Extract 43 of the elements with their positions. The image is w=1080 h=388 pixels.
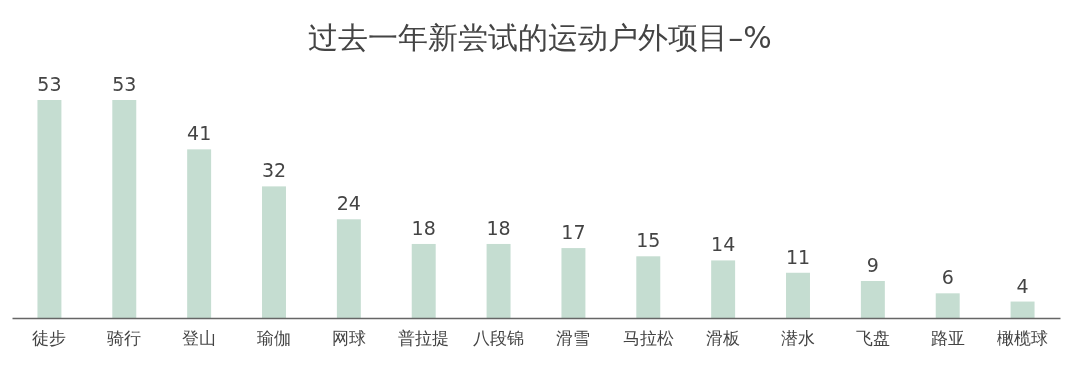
bar	[636, 256, 661, 318]
bar	[711, 260, 736, 318]
bar	[187, 149, 212, 318]
bar	[411, 243, 436, 318]
x-tick-label: 骑行	[107, 328, 142, 349]
data-label: 9	[866, 253, 879, 276]
x-tick-label: 普拉提	[398, 328, 450, 349]
data-label: 41	[187, 122, 212, 145]
data-label: 6	[941, 266, 954, 289]
bar	[37, 100, 62, 318]
data-label: 24	[336, 192, 361, 215]
x-tick-label: 滑板	[706, 328, 741, 349]
x-tick-label: 橄榄球	[997, 328, 1049, 349]
bar	[486, 243, 511, 318]
data-label: 11	[785, 245, 811, 268]
bar	[112, 100, 137, 318]
bar	[262, 186, 286, 318]
x-tick-label: 八段锦	[473, 328, 525, 349]
bar	[860, 280, 885, 318]
data-label: 17	[561, 221, 586, 244]
bar	[786, 272, 810, 318]
x-tick-label: 网球	[331, 328, 366, 349]
bar	[935, 293, 960, 318]
bar	[336, 219, 361, 318]
x-tick-label: 飞盘	[855, 328, 890, 349]
data-label: 32	[261, 159, 287, 182]
bar	[1010, 301, 1035, 318]
chart-title: 过去一年新尝试的运动户外项目–%	[308, 20, 772, 55]
data-label: 53	[112, 73, 137, 95]
bar	[561, 248, 586, 318]
data-label: 4	[1016, 274, 1029, 297]
x-tick-label: 徒步	[32, 328, 67, 349]
x-tick-label: 瑜伽	[257, 328, 291, 349]
x-tick-label: 潜水	[781, 328, 815, 349]
data-label: 53	[37, 73, 62, 95]
data-label: 15	[636, 229, 661, 252]
data-label: 18	[486, 216, 511, 239]
x-tick-label: 马拉松	[622, 328, 674, 349]
x-tick-label: 滑雪	[556, 328, 591, 349]
x-tick-label: 路亚	[930, 328, 965, 349]
x-tick-label: 登山	[182, 328, 217, 349]
data-label: 18	[411, 216, 436, 239]
data-label: 14	[711, 233, 736, 256]
